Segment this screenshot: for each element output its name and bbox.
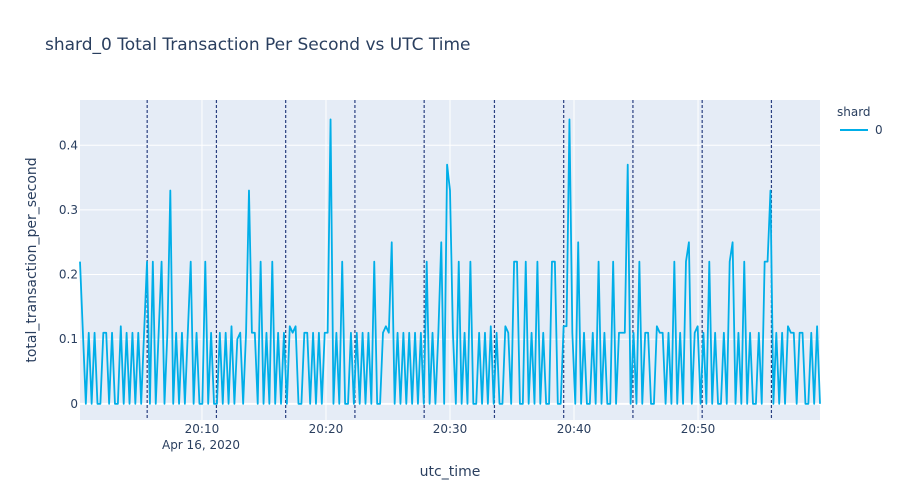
legend-label: 0	[875, 123, 883, 137]
x-axis-title: utc_time	[420, 464, 481, 480]
legend-item[interactable]: 0	[840, 123, 883, 137]
x-tick-label: 20:50	[681, 422, 716, 436]
y-tick-label: 0.2	[59, 268, 78, 282]
x-tick-label: 20:20	[309, 422, 344, 436]
x-tick-label: 20:30	[433, 422, 468, 436]
y-tick-label: 0	[70, 397, 78, 411]
grid-lines	[80, 100, 820, 420]
y-axis-title: total_transaction_per_second	[24, 157, 40, 362]
legend: shard 0	[837, 105, 883, 137]
y-tick-label: 0.4	[59, 138, 78, 152]
legend-title: shard	[837, 105, 871, 119]
y-tick-label: 0.3	[59, 203, 78, 217]
series-layer	[79, 118, 821, 405]
x-date-label: Apr 16, 2020	[162, 438, 240, 452]
x-tick-label: 20:10	[185, 422, 220, 436]
x-tick-label: 20:40	[557, 422, 592, 436]
series-line-0	[79, 118, 821, 405]
x-tick-labels: 20:10 20:20 20:30 20:40 20:50	[185, 422, 716, 436]
chart-title: shard_0 Total Transaction Per Second vs …	[45, 35, 471, 55]
y-tick-label: 0.1	[59, 332, 78, 346]
y-tick-labels: 0 0.1 0.2 0.3 0.4	[59, 138, 78, 411]
